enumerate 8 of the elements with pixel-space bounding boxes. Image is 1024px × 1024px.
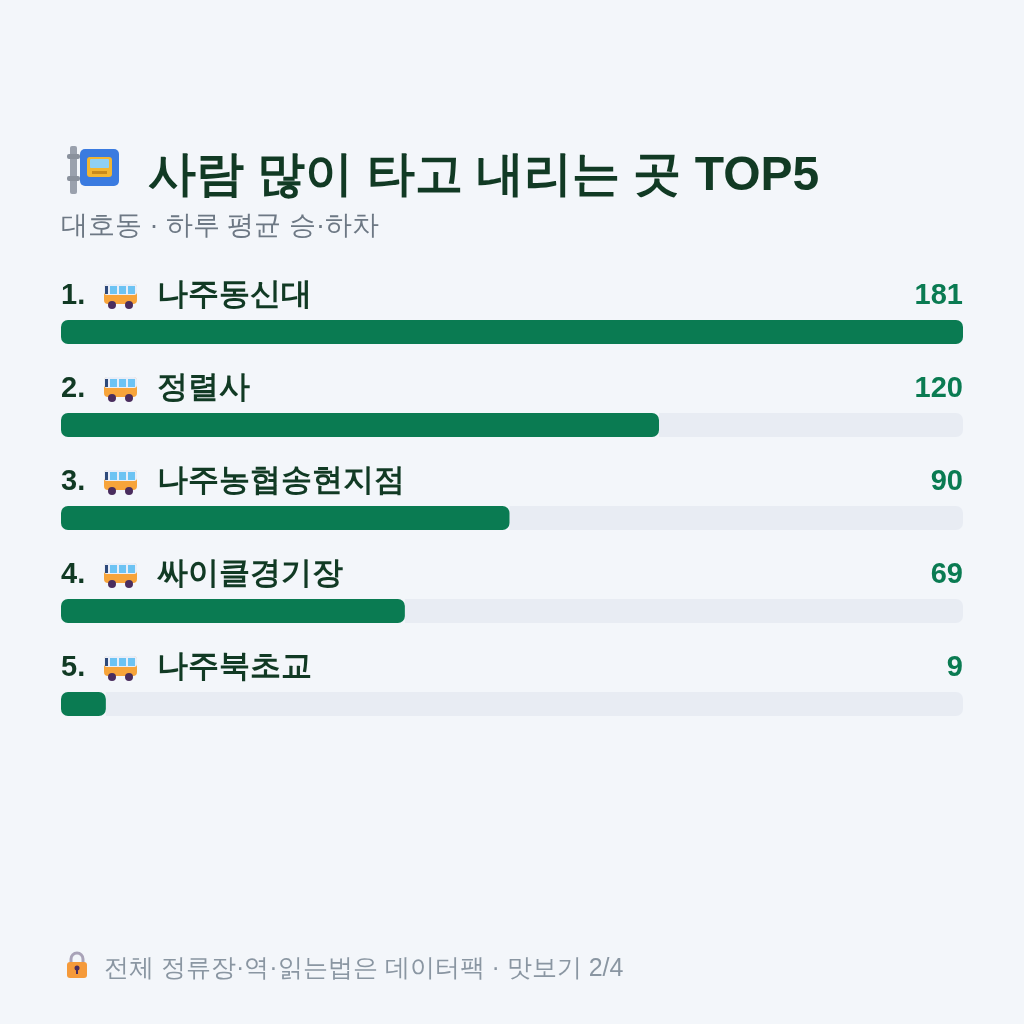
text: 전체 정류장·역·읽는법은 데이터팩 · 맛보기 2/4 [104,953,624,981]
data-label: 181 [914,278,963,310]
data-label: 90 [930,464,963,496]
chart-title: 사람 많이 타고 내리는 곳 TOP5 [148,147,820,200]
data-label: 120 [914,371,963,403]
data-label: 69 [930,557,963,589]
data-label: 9 [946,650,963,682]
chart-subtitle: 대호동 · 하루 평균 승·하차 [61,210,379,240]
